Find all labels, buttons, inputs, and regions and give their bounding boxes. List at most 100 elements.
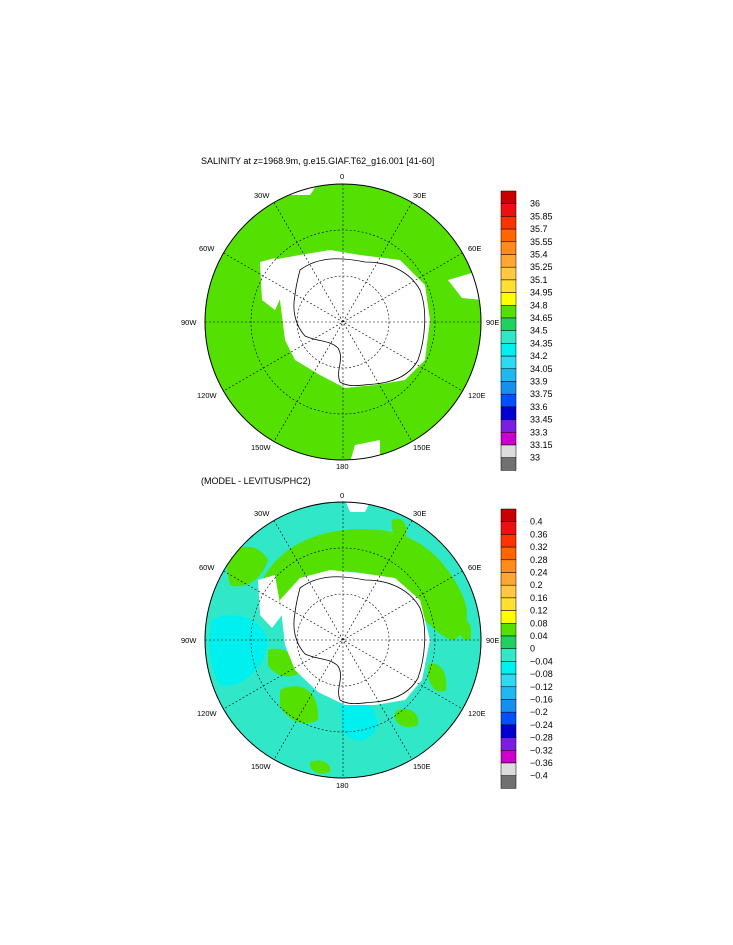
difference-colorbar-label-0: 0.4 [530, 517, 543, 527]
difference-colorbar-box-7 [500, 597, 517, 611]
salinity-lon-label-60e: 60E [468, 244, 482, 253]
difference-title: (MODEL - LEVITUS/PHC2) [201, 476, 311, 486]
salinity-colorbar-box-1 [500, 203, 517, 217]
salinity-lon-label-60w: 60W [199, 244, 215, 253]
salinity-colorbar-label-7: 34.95 [530, 288, 553, 298]
difference-colorbar-box-21 [500, 775, 517, 789]
salinity-colorbar: 36 35.85 35.7 35.55 35.4 35.25 35.1 34.95 34.8 34… [500, 190, 553, 471]
salinity-antarctica [293, 258, 426, 387]
salinity-colorbar-label-6: 35.1 [530, 275, 548, 285]
salinity-colorbar-box-6 [500, 266, 517, 281]
difference-positive-patch-west [225, 546, 268, 587]
salinity-gap-peninsula [260, 258, 282, 310]
difference-colorbar-box-9 [500, 623, 517, 637]
salinity-colorbar-label-14: 33.9 [530, 377, 548, 387]
salinity-colorbar-box-14 [500, 368, 517, 382]
difference-colorbar-box-15 [500, 699, 517, 713]
difference-colorbar-label-15: −0.2 [530, 707, 548, 717]
difference-lon-label-0: 0 [340, 491, 345, 500]
difference-colorbar-label-13: −0.12 [530, 682, 553, 692]
difference-colorbar-box-16 [500, 711, 517, 726]
difference-lon-label-90e: 90E [486, 636, 500, 645]
salinity-lon-label-90w: 90W [181, 318, 197, 327]
salinity-colorbar-box-12 [500, 343, 517, 357]
salinity-colorbar-box-4 [500, 241, 517, 255]
difference-colorbar-box-5 [500, 572, 517, 586]
difference-lon-label-180: 180 [336, 781, 349, 790]
salinity-colorbar-label-19: 33.15 [530, 440, 553, 450]
salinity-lon-label-150w: 150W [251, 443, 271, 452]
salinity-colorbar-label-20: 33 [530, 453, 540, 463]
difference-colorbar-label-19: −0.36 [530, 758, 553, 768]
difference-colorbar-label-2: 0.32 [530, 542, 548, 552]
salinity-colorbar-box-8 [500, 292, 517, 306]
salinity-lon-label-30e: 30E [413, 191, 427, 200]
salinity-colorbar-box-15 [500, 381, 517, 395]
difference-colorbar-box-12 [500, 661, 517, 675]
salinity-colorbar-label-1: 35.85 [530, 211, 553, 221]
difference-positive-patch-4 [428, 663, 447, 692]
salinity-map [204, 183, 482, 461]
difference-lon-label-60e: 60E [468, 563, 482, 572]
salinity-colorbar-label-5: 35.25 [530, 262, 553, 272]
difference-colorbar-label-20: −0.4 [530, 771, 548, 781]
difference-colorbar-box-19 [500, 750, 517, 764]
salinity-colorbar-box-17 [500, 406, 517, 420]
salinity-colorbar-box-7 [500, 279, 517, 293]
salinity-graticule [205, 184, 481, 460]
difference-lon-label-120e: 120E [468, 709, 486, 718]
salinity-lon-label-120w: 120W [197, 391, 217, 400]
salinity-colorbar-box-10 [500, 317, 517, 331]
difference-colorbar-box-3 [500, 546, 517, 561]
difference-colorbar-box-14 [500, 686, 517, 700]
difference-colorbar: 0.4 0.36 0.32 0.28 0.24 0.2 0.16 0.12 0.08 0.04 0 −… [500, 508, 553, 789]
salinity-colorbar-box-21 [500, 457, 517, 471]
difference-lon-label-90w: 90W [181, 636, 197, 645]
difference-colorbar-box-0 [500, 508, 517, 522]
difference-lon-label-30w: 30W [254, 509, 270, 518]
salinity-title: SALINITY at z=1968.9m, g.e15.GIAF.T62_g1… [201, 156, 435, 166]
difference-colorbar-label-17: −0.28 [530, 733, 553, 743]
difference-colorbar-box-17 [500, 724, 517, 738]
salinity-colorbar-box-13 [500, 355, 517, 370]
difference-negative-patch-west [209, 615, 268, 686]
difference-colorbar-label-4: 0.24 [530, 568, 548, 578]
difference-gap-peninsula [258, 575, 282, 628]
salinity-lon-label-120e: 120E [468, 391, 486, 400]
difference-lon-label-60w: 60W [199, 563, 215, 572]
difference-positive-patch-7 [457, 618, 472, 641]
salinity-colorbar-label-2: 35.7 [530, 224, 548, 234]
difference-colorbar-label-6: 0.16 [530, 593, 548, 603]
difference-colorbar-box-4 [500, 559, 517, 573]
difference-colorbar-label-8: 0.08 [530, 618, 548, 628]
difference-antarctica [293, 576, 426, 705]
salinity-lon-label-90e: 90E [486, 318, 500, 327]
salinity-colorbar-label-10: 34.5 [530, 326, 548, 336]
difference-positive-patch-1 [268, 648, 302, 677]
difference-positive-patch-3 [395, 708, 419, 728]
difference-colorbar-box-11 [500, 648, 517, 662]
salinity-colorbar-box-20 [500, 444, 517, 458]
salinity-colorbar-box-19 [500, 432, 517, 446]
difference-positive-patch-2 [280, 686, 319, 724]
salinity-map-border [204, 183, 482, 461]
salinity-colorbar-label-15: 33.75 [530, 389, 553, 399]
salinity-colorbar-box-2 [500, 216, 517, 230]
difference-colorbar-label-11: −0.04 [530, 656, 553, 666]
salinity-colorbar-box-11 [500, 330, 517, 344]
difference-lon-label-150e: 150E [413, 762, 431, 771]
salinity-colorbar-box-0 [500, 190, 517, 204]
difference-colorbar-label-18: −0.32 [530, 745, 553, 755]
salinity-colorbar-label-16: 33.6 [530, 402, 548, 412]
salinity-colorbar-label-4: 35.4 [530, 250, 548, 260]
salinity-colorbar-label-18: 33.3 [530, 427, 548, 437]
salinity-lon-label-0: 0 [340, 172, 345, 181]
difference-colorbar-label-5: 0.2 [530, 580, 543, 590]
salinity-colorbar-label-9: 34.65 [530, 313, 553, 323]
salinity-colorbar-label-11: 34.35 [530, 338, 553, 348]
salinity-colorbar-box-3 [500, 228, 517, 243]
difference-colorbar-box-2 [500, 534, 517, 548]
difference-colorbar-label-12: −0.08 [530, 669, 553, 679]
difference-colorbar-label-10: 0 [530, 644, 535, 654]
